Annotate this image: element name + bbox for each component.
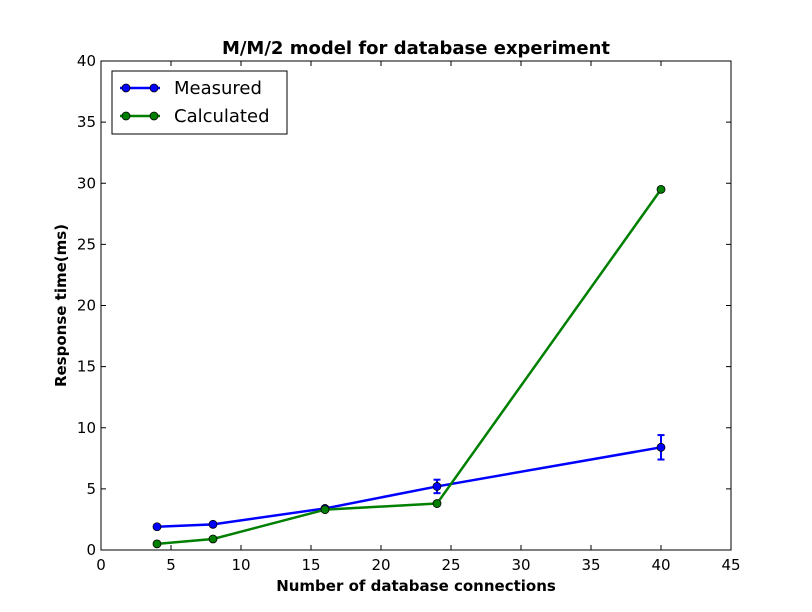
legend-marker-calculated [149, 111, 159, 121]
data-point-calculated [432, 499, 442, 508]
ticks-group: 0 5 10 15 20 25 30 35 40 45 0 5 10 15 20 25 30 35 40 [77, 52, 741, 574]
legend: Measured Calculated [111, 70, 288, 135]
data-point-calculated [656, 184, 666, 194]
x-tick-label: 40 [651, 556, 670, 574]
data-point-measured [208, 519, 218, 529]
chart-title: M/M/2 model for database experiment [222, 38, 610, 59]
x-tick-label: 35 [581, 556, 600, 574]
data-point-measured [152, 522, 162, 532]
plot-frame [100, 60, 732, 551]
data-point-measured [656, 442, 666, 452]
y-tick-label: 20 [77, 297, 96, 315]
legend-marker-measured [149, 83, 159, 93]
x-tick-label: 25 [441, 556, 460, 574]
y-axis-label: Response time(ms) [52, 224, 70, 387]
y-tick-label: 0 [86, 541, 96, 559]
y-tick-label: 40 [77, 52, 96, 70]
x-tick-label: 5 [166, 556, 176, 574]
legend-box [111, 70, 288, 135]
series-calculated [152, 184, 666, 549]
data-point-calculated [208, 534, 218, 544]
y-tick-label: 35 [77, 113, 96, 131]
plot-area [101, 61, 731, 550]
data-point-measured [432, 482, 442, 491]
data-point-calculated [320, 505, 330, 515]
y-tick-label: 5 [86, 480, 96, 498]
x-axis-label: Number of database connections [276, 577, 556, 595]
x-tick-label: 45 [721, 556, 740, 574]
y-tick-label: 10 [77, 419, 96, 437]
x-tick-label: 30 [511, 556, 530, 574]
y-tick-label: 15 [77, 358, 96, 376]
y-tick-label: 30 [77, 174, 96, 192]
legend-marker-calculated [121, 111, 131, 121]
data-point-calculated [152, 539, 162, 549]
y-tick-label: 25 [77, 235, 96, 253]
x-tick-label: 20 [371, 556, 390, 574]
x-tick-label: 0 [96, 556, 106, 574]
legend-label-calculated: Calculated [174, 106, 270, 127]
series-layer [152, 184, 666, 549]
legend-marker-measured [121, 83, 131, 93]
legend-label-measured: Measured [174, 78, 262, 99]
x-tick-label: 15 [301, 556, 320, 574]
x-tick-label: 10 [231, 556, 250, 574]
